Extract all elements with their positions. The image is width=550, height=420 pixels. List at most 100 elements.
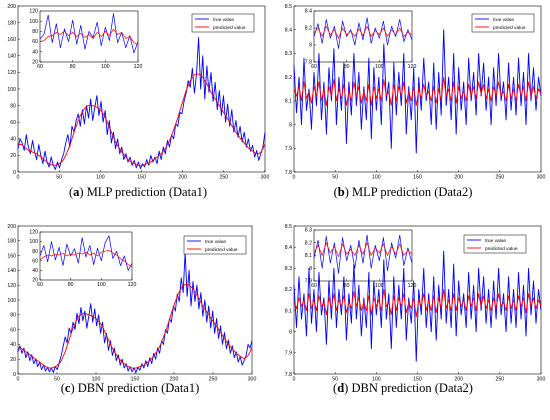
panel-d-y-tick-label: 8.1 [285, 308, 292, 314]
inset-d-y-tick-label: 8.3 [305, 228, 312, 234]
panel-c-y-tick-label: 40 [10, 342, 16, 348]
panel-d-y-tick-label: 8 [289, 330, 292, 336]
legend-box [191, 13, 255, 33]
panel-a-y-tick-label: 80 [10, 103, 16, 109]
inset-b-y-tick-label: 8.2 [305, 26, 312, 32]
panel-b-y-tick-label: 8.3 [285, 51, 292, 57]
inset-c-y-tick-label: 20 [32, 278, 38, 284]
panel-d-y-tick-label: 8.4 [285, 245, 292, 251]
inset-d-y-tick-label: 8.1 [305, 253, 312, 259]
inset-a-y-tick-label: 100 [29, 19, 38, 25]
panel-c-y-tick-label: 120 [7, 283, 16, 289]
inset-d-x-tick-label: 120 [408, 283, 417, 289]
legend-predicted-label: predicted value [213, 25, 246, 31]
caption-paren-close: ) [345, 185, 349, 199]
inset-d-y-tick-label: 8 [309, 266, 312, 272]
panel-d-x-tick-label: 150 [413, 377, 422, 383]
inset-c-plot-frame [39, 231, 133, 281]
panel-a-y-tick-label: 120 [7, 70, 16, 76]
panel-a-y-tick-label: 100 [7, 87, 16, 93]
legend-box [183, 235, 247, 255]
panel-b-y-tick-label: 7.8 [285, 170, 292, 176]
panel-c: 0 50 100 150 200 250 300 0 20 40 60 80 100 120 140 160 1… [7, 224, 256, 383]
caption-paren-close: ) [79, 185, 83, 199]
panel-a-y-tick-label: 60 [10, 120, 16, 126]
panel-d-y-tick-label: 8.2 [285, 287, 292, 293]
panel-b-y-tick-label: 8.2 [285, 75, 292, 81]
inset-c-predicted-value-line [39, 249, 133, 267]
legend-box [471, 13, 535, 33]
panel-b-y-tick-label: 8.1 [285, 99, 292, 105]
inset-c-y-tick-label: 40 [32, 268, 38, 274]
inset-c-y-tick-label: 120 [29, 230, 38, 236]
inset-a-true-value-line [39, 13, 139, 54]
caption-text: DBN prediction (Data1) [75, 381, 200, 395]
inset-c-x-tick-label: 100 [97, 282, 106, 288]
panel-d-x-tick-label: 300 [537, 377, 546, 383]
inset-b-plot-frame [313, 10, 413, 63]
panel-b-caption: (b) MLP prediction (Data2) [334, 185, 473, 199]
panel-d-x-tick-label: 250 [496, 377, 505, 383]
panel-d-x-tick-label: 200 [454, 377, 463, 383]
panel-a-y-tick-label: 0 [13, 170, 16, 176]
inset-a-x-tick-label: 120 [134, 64, 143, 70]
panel-d-y-tick-label: 8.5 [285, 224, 292, 230]
panel-b: 0 50 100 150 200 250 300 7.8 7.9 8 8.1 8.2 8.3 8.4 8.5… [285, 4, 546, 181]
panel-c-legend: true value predicted value [183, 235, 247, 255]
panel-a-x-tick-label: 0 [17, 175, 20, 181]
inset-b-x-tick-label: 100 [375, 64, 384, 70]
caption-letter: d [337, 381, 344, 395]
panel-a: 0 50 100 150 200 250 300 0 20 40 60 80 100 120 140 160 1… [7, 4, 269, 181]
panel-a-x-tick-label: 300 [261, 175, 270, 181]
panel-d-inset: 60 80 100 120 7.9 8 8.1 8.2 8.3 [305, 228, 417, 289]
panel-b-inset: 60 80 100 120 7.8 8 8.2 8.4 [305, 9, 417, 70]
panel-b-x-tick-label: 250 [496, 175, 505, 181]
inset-a-x-tick-label: 80 [70, 64, 76, 70]
legend-predicted-label: predicted value [205, 247, 238, 253]
inset-c-y-tick-label: 100 [29, 239, 38, 245]
caption-letter: b [338, 185, 345, 199]
inset-c-y-tick-label: 60 [32, 258, 38, 264]
panel-b-x-tick-label: 50 [332, 175, 338, 181]
legend-predicted-label: predicted value [493, 25, 526, 31]
panel-c-y-tick-label: 180 [7, 239, 16, 245]
panel-a-x-tick-label: 50 [56, 175, 62, 181]
inset-d-predicted-value-line [313, 242, 413, 258]
panel-b-x-tick-label: 300 [537, 175, 546, 181]
panel-a-y-tick-label: 160 [7, 37, 16, 43]
panel-d-y-tick-label: 8.3 [285, 266, 292, 272]
panel-c-y-tick-label: 100 [7, 298, 16, 304]
inset-a-y-tick-label: 20 [32, 60, 38, 66]
panel-c-y-tick-label: 200 [7, 224, 16, 230]
inset-c-y-tick-label: 80 [32, 249, 38, 255]
inset-b-x-tick-label: 120 [408, 64, 417, 70]
caption-paren-open: ( [61, 381, 65, 395]
caption-paren-open: ( [333, 381, 337, 395]
panel-b-x-tick-label: 100 [372, 175, 381, 181]
panel-a-inset: 60 80 100 120 20 40 60 80 100 120 [29, 9, 142, 70]
inset-a-y-tick-label: 40 [32, 49, 38, 55]
caption-letter: a [73, 185, 80, 199]
panel-a-true-value-line [17, 37, 266, 170]
inset-d-y-tick-label: 8.2 [305, 240, 312, 246]
inset-d-y-tick-label: 7.9 [305, 279, 312, 285]
panel-c-true-value-line [17, 251, 253, 373]
panel-c-x-tick-label: 250 [209, 377, 218, 383]
panel-d-true-value-line [293, 250, 542, 362]
panel-c-y-tick-label: 80 [10, 313, 16, 319]
panel-b-predicted-value-line [293, 76, 542, 107]
legend-true-label: true value [485, 238, 506, 244]
panel-c-y-tick-label: 60 [10, 327, 16, 333]
panel-a-y-tick-label: 180 [7, 20, 16, 26]
panel-d: 0 50 100 150 200 250 300 7.8 7.9 8 8.1 8.2 8.3 8.4 8.5… [285, 224, 546, 383]
inset-a-predicted-value-line [39, 29, 139, 45]
panel-c-predicted-value-line [17, 284, 253, 369]
panel-c-y-tick-label: 160 [7, 253, 16, 259]
panel-b-y-tick-label: 8 [289, 122, 292, 128]
caption-paren-open: ( [69, 185, 73, 199]
inset-b-y-tick-label: 7.8 [305, 60, 312, 66]
caption-text: DBN prediction (Data2) [348, 381, 473, 395]
inset-d-x-tick-label: 100 [375, 283, 384, 289]
panel-c-y-tick-label: 140 [7, 268, 16, 274]
